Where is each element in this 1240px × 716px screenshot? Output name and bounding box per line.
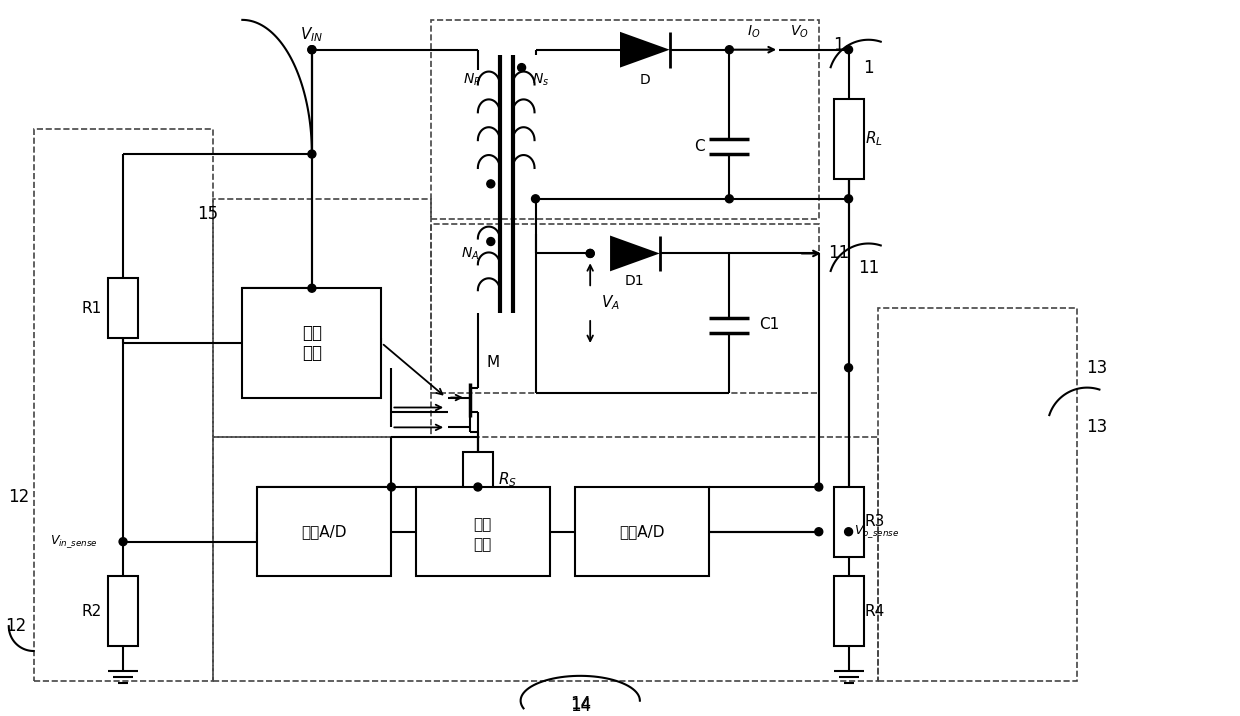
Text: 14: 14 [569, 697, 590, 715]
Text: R3: R3 [864, 514, 884, 529]
Bar [212, 437, 878, 681]
Bar [108, 279, 138, 338]
Bar [575, 487, 709, 576]
Text: $I_O$: $I_O$ [748, 24, 761, 40]
Bar [833, 576, 863, 646]
Text: $R_L$: $R_L$ [866, 130, 883, 148]
Text: 第一A/D: 第一A/D [301, 524, 346, 539]
Text: $R_S$: $R_S$ [498, 470, 517, 490]
Text: 芯片: 芯片 [301, 344, 322, 362]
Text: $V_O$: $V_O$ [790, 24, 808, 40]
Circle shape [474, 483, 482, 491]
Text: 14: 14 [569, 695, 590, 712]
Text: M: M [486, 355, 500, 370]
Bar [212, 199, 432, 437]
Circle shape [587, 249, 594, 258]
Circle shape [725, 195, 733, 203]
Circle shape [725, 46, 733, 54]
Circle shape [844, 46, 853, 54]
Text: 单元: 单元 [474, 537, 492, 552]
Text: $V_{in\_sense}$: $V_{in\_sense}$ [51, 533, 98, 550]
Circle shape [844, 528, 853, 536]
Circle shape [844, 195, 853, 203]
Bar [417, 487, 551, 576]
Polygon shape [610, 236, 660, 271]
Bar [432, 223, 818, 392]
Circle shape [532, 195, 539, 203]
Text: 1: 1 [833, 36, 844, 54]
Text: R2: R2 [81, 604, 102, 619]
Text: $V_A$: $V_A$ [600, 294, 620, 312]
Text: $N_A$: $N_A$ [461, 246, 479, 261]
Circle shape [308, 46, 316, 54]
Text: R4: R4 [864, 604, 884, 619]
Circle shape [487, 180, 495, 188]
Circle shape [844, 364, 853, 372]
Text: 13: 13 [1086, 359, 1107, 377]
Text: $V_{IN}$: $V_{IN}$ [300, 26, 324, 44]
Bar [432, 20, 818, 218]
Text: 11: 11 [858, 259, 879, 277]
Bar [257, 487, 392, 576]
Circle shape [308, 46, 316, 54]
Text: 第二A/D: 第二A/D [619, 524, 665, 539]
Circle shape [815, 528, 823, 536]
Bar [463, 453, 492, 507]
Bar [833, 100, 863, 179]
Text: 13: 13 [1086, 418, 1107, 436]
Text: 运算: 运算 [474, 517, 492, 532]
Text: C: C [694, 139, 704, 154]
Circle shape [308, 284, 316, 292]
Text: 驱动: 驱动 [301, 324, 322, 342]
Text: 11: 11 [828, 244, 849, 263]
Text: $V_{o\_sense}$: $V_{o\_sense}$ [853, 523, 899, 540]
Text: D: D [640, 72, 650, 87]
Text: D1: D1 [625, 274, 645, 289]
Circle shape [815, 483, 823, 491]
Bar [878, 308, 1078, 681]
Text: $N_P$: $N_P$ [463, 72, 481, 88]
Text: R1: R1 [81, 301, 102, 316]
Text: $N_s$: $N_s$ [532, 72, 549, 88]
Circle shape [387, 483, 396, 491]
Circle shape [487, 238, 495, 246]
Polygon shape [620, 32, 670, 67]
Text: 1: 1 [863, 59, 874, 77]
Text: C1: C1 [759, 317, 779, 332]
Bar [242, 289, 382, 397]
Circle shape [119, 538, 126, 546]
Text: 12: 12 [5, 617, 26, 635]
Circle shape [308, 150, 316, 158]
Bar [108, 576, 138, 646]
Text: 12: 12 [9, 488, 30, 506]
Text: 15: 15 [197, 205, 218, 223]
Bar [33, 129, 212, 681]
Bar [833, 487, 863, 556]
Circle shape [517, 64, 526, 72]
Circle shape [587, 249, 594, 258]
